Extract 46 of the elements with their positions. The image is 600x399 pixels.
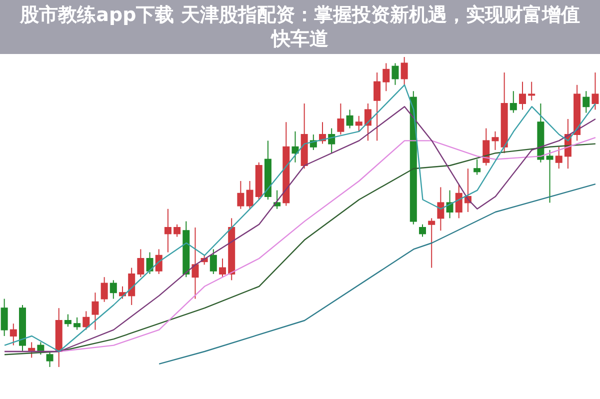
candlestick — [100, 276, 108, 302]
candlestick — [392, 62, 399, 86]
candlestick — [592, 72, 599, 110]
candlestick — [382, 62, 390, 92]
candlestick — [292, 130, 299, 163]
candlestick — [0, 298, 8, 336]
candlestick — [428, 218, 436, 268]
candlestick — [519, 81, 526, 110]
candlestick — [492, 130, 499, 150]
candlestick — [110, 280, 117, 300]
candlestick — [437, 186, 444, 232]
candlestick — [582, 90, 590, 114]
candlestick — [246, 180, 254, 210]
candlestick — [482, 128, 490, 166]
candlestick — [455, 184, 462, 219]
candlestick — [46, 351, 54, 367]
candlestick — [474, 158, 481, 176]
candlestick — [219, 258, 226, 278]
title-banner: 股市教练app下载 天津股指配资：掌握投资新机遇，实现财富增值快车道 — [0, 0, 600, 54]
candlestick — [155, 248, 162, 274]
candlestick — [10, 323, 17, 346]
candlestick — [92, 292, 99, 330]
candlestick — [164, 208, 172, 253]
candlestick — [328, 128, 336, 154]
candlestick — [174, 224, 181, 238]
candlestick — [346, 109, 354, 129]
candlestick — [374, 72, 381, 142]
candlestick — [146, 252, 154, 274]
candlestick — [128, 267, 136, 306]
candlestick — [64, 314, 72, 328]
candlestick — [419, 224, 426, 238]
candlestick — [74, 316, 81, 330]
candlestick — [510, 90, 517, 114]
candlestick — [337, 103, 344, 135]
candlestick — [274, 190, 281, 210]
candlestick — [192, 227, 199, 300]
candlestick — [546, 150, 554, 204]
chart-title: 股市教练app下载 天津股指配资：掌握投资新机遇，实现财富增值快车道 — [18, 3, 581, 51]
candlestick — [237, 180, 244, 210]
candlestick — [210, 248, 217, 274]
candlestick — [82, 310, 90, 330]
candlestick — [400, 57, 408, 86]
candlestick — [528, 81, 536, 101]
candlestick — [137, 248, 144, 278]
candlestick — [355, 115, 362, 132]
candlestick — [555, 146, 562, 170]
